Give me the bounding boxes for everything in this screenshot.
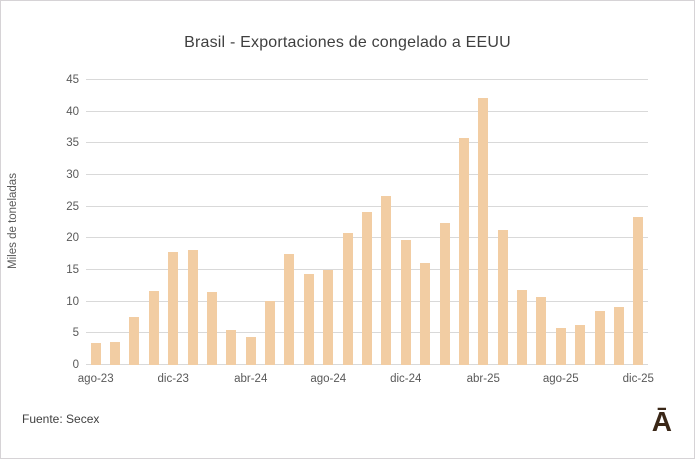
bar xyxy=(458,137,469,365)
y-tick-label: 45 xyxy=(66,74,79,86)
bar xyxy=(420,263,431,365)
y-tick-label: 5 xyxy=(72,327,79,340)
bar xyxy=(555,327,566,365)
bar xyxy=(478,98,489,365)
bar xyxy=(342,232,353,365)
bar xyxy=(613,306,624,365)
gridline xyxy=(86,110,648,112)
bar xyxy=(110,342,121,365)
x-tick-label: dic-23 xyxy=(157,373,189,385)
bar xyxy=(245,336,256,365)
bar xyxy=(226,329,237,365)
y-tick-label: 20 xyxy=(66,232,79,245)
gridline xyxy=(86,142,648,144)
x-tick-label: ago-24 xyxy=(310,373,347,385)
bar xyxy=(187,249,198,365)
x-tick-label: abr-25 xyxy=(466,373,500,385)
bar xyxy=(536,297,547,365)
x-tick-label: dic-25 xyxy=(622,373,654,385)
bar xyxy=(206,291,217,365)
bar xyxy=(284,254,295,365)
y-tick-label: 30 xyxy=(66,169,79,181)
gridline xyxy=(86,79,648,80)
plot-area xyxy=(86,79,648,365)
chart-title: Brasil - Exportaciones de congelado a EE… xyxy=(184,34,511,51)
y-tick-label: 40 xyxy=(66,105,79,118)
bar xyxy=(497,230,508,365)
bar xyxy=(148,290,159,365)
x-tick-label: ago-25 xyxy=(542,373,579,385)
bar xyxy=(575,325,586,365)
gridline xyxy=(86,205,648,207)
x-tick-label: abr-24 xyxy=(234,373,268,385)
y-axis-title: Miles de toneladas xyxy=(7,173,19,269)
y-tick-label: 15 xyxy=(66,264,79,276)
y-tick-label: 35 xyxy=(66,137,79,150)
bar xyxy=(400,240,411,365)
bar xyxy=(129,316,140,365)
y-tick-label: 0 xyxy=(72,359,79,371)
x-tick-label: dic-24 xyxy=(390,373,422,385)
bar xyxy=(362,211,372,365)
bar xyxy=(265,301,276,365)
bar xyxy=(323,270,334,365)
bar xyxy=(168,251,179,365)
bar xyxy=(90,343,101,365)
y-tick-label: 25 xyxy=(66,200,79,213)
bar xyxy=(303,273,314,365)
bar xyxy=(381,195,392,365)
bar xyxy=(594,311,605,365)
bar xyxy=(439,223,450,365)
bar xyxy=(633,217,644,365)
source-note: Fuente: Secex xyxy=(22,412,100,426)
y-tick-label: 10 xyxy=(66,295,79,308)
x-tick-label: ago-23 xyxy=(77,373,114,385)
bar xyxy=(517,289,528,365)
gridline xyxy=(86,174,648,175)
brand-logo: Ā xyxy=(651,406,672,437)
